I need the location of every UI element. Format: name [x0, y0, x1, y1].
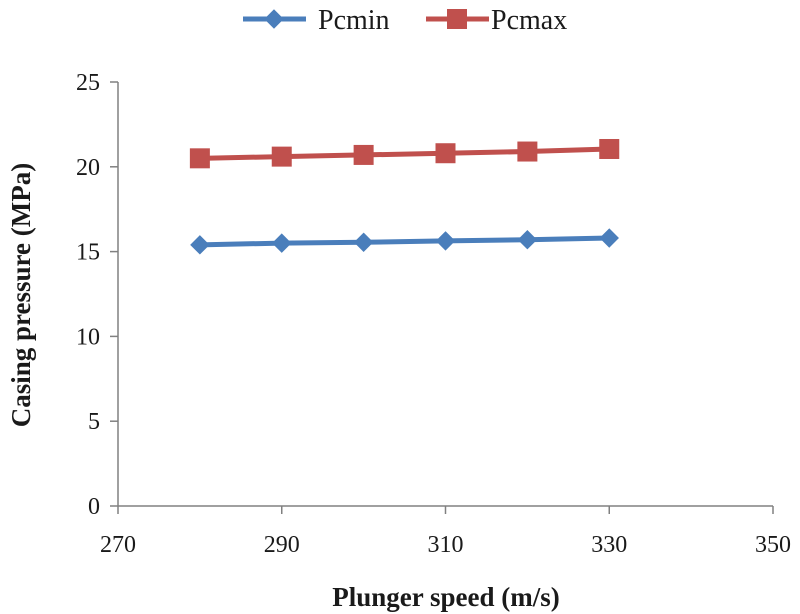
x-tick-label: 330	[591, 532, 627, 558]
data-point-pcmin	[435, 231, 456, 251]
series-line-pcmax	[199, 146, 610, 161]
legend-swatch-marker	[264, 9, 284, 29]
y-tick-label: 5	[88, 409, 100, 435]
x-tick-label: 290	[264, 532, 300, 558]
legend: Pcmin Pcmax	[243, 5, 567, 36]
y-tick-label: 20	[76, 155, 100, 181]
data-point-pcmin	[599, 228, 619, 248]
x-axis-title: Plunger speed (m/s)	[332, 582, 560, 612]
y-tick-label: 25	[76, 70, 100, 96]
x-axis: 270 290 310 330 350	[100, 505, 791, 558]
data-point-pcmin	[353, 232, 374, 252]
x-tick-label: 310	[428, 532, 464, 558]
data-point-pcmax	[435, 143, 456, 164]
y-tick-label: 15	[76, 240, 100, 266]
series-line-pcmin	[199, 235, 610, 248]
y-tick-label: 10	[76, 324, 100, 350]
series-layer	[189, 138, 620, 255]
data-point-pcmax	[271, 146, 292, 167]
data-point-pcmax	[599, 138, 620, 159]
legend-item-pcmax: Pcmax	[426, 5, 567, 36]
legend-item-pcmin: Pcmin	[243, 5, 390, 36]
x-tick-label: 350	[755, 532, 791, 558]
data-point-pcmax	[189, 148, 210, 169]
legend-swatch-marker	[447, 9, 467, 29]
data-point-pcmin	[272, 233, 292, 253]
data-point-pcmin	[517, 230, 538, 250]
y-axis: 0 5 10 15 20 25	[76, 70, 119, 520]
legend-label: Pcmin	[318, 5, 390, 36]
series-pcmin	[190, 228, 619, 255]
data-point-pcmin	[190, 235, 210, 255]
y-axis-title: Casing pressure (MPa)	[6, 163, 36, 428]
legend-label: Pcmax	[491, 5, 567, 36]
series-pcmax	[189, 138, 620, 169]
y-tick-label: 0	[88, 494, 100, 520]
x-tick-label: 270	[100, 532, 136, 558]
data-point-pcmax	[353, 144, 374, 165]
data-point-pcmax	[517, 141, 538, 162]
